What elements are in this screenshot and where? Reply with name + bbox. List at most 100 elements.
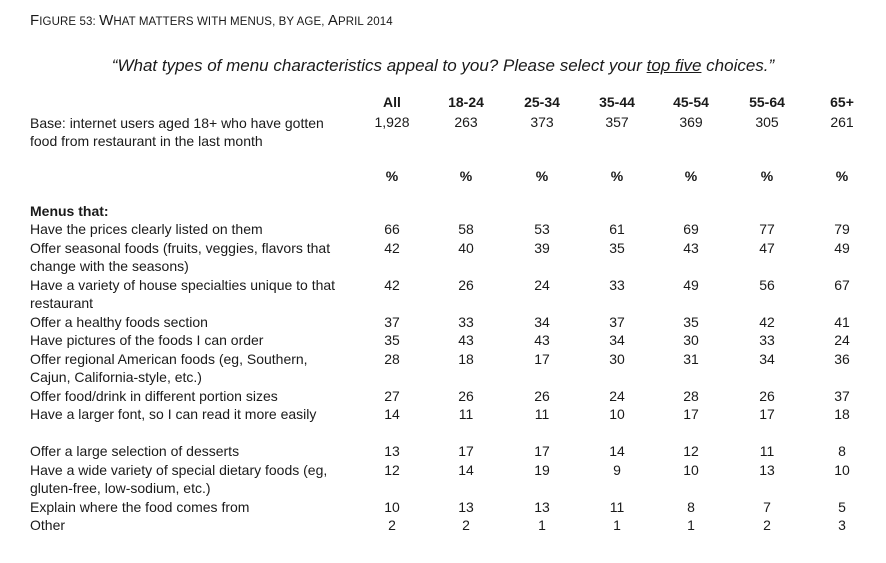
- data-value: 42: [759, 313, 775, 330]
- survey-question: “What types of menu characteristics appe…: [111, 56, 775, 75]
- base-count: 369: [679, 114, 703, 130]
- data-value: 8: [687, 498, 695, 515]
- data-value: 37: [834, 387, 850, 404]
- table-row: Have the prices clearly listed on them 66…: [30, 220, 860, 239]
- column-header: 25-34: [524, 94, 560, 110]
- data-value: 17: [534, 350, 550, 367]
- data-value: 31: [683, 350, 699, 367]
- row-label: Offer food/drink in different portion si…: [30, 387, 278, 404]
- data-value: 2: [388, 517, 396, 533]
- row-label: Have a larger font, so I can read it mor…: [30, 406, 317, 422]
- unit-label: %: [535, 168, 549, 184]
- base-count: 373: [530, 114, 554, 130]
- data-value: 11: [534, 406, 550, 422]
- data-value: 33: [458, 313, 474, 330]
- data-value: 40: [458, 239, 474, 256]
- row-label: Have a wide variety of special dietary f…: [30, 461, 328, 496]
- row-label: Offer regional American foods (eg, South…: [30, 350, 308, 385]
- data-value: 27: [384, 387, 400, 404]
- data-value: 13: [534, 498, 550, 515]
- column-header: 35-44: [599, 94, 635, 110]
- table-row: Offer food/drink in different portion si…: [30, 387, 860, 406]
- data-value: 53: [534, 221, 550, 237]
- data-value: 26: [458, 276, 474, 293]
- data-value: 34: [534, 313, 550, 330]
- section-label: Menus that:: [30, 203, 109, 219]
- data-value: 28: [683, 387, 699, 404]
- table-row: Have a variety of house specialties uniq…: [30, 276, 860, 313]
- data-table: All 18-24 25-34 35-44 45-54 55-64 65+ Base: in…: [30, 94, 860, 535]
- unit-label: %: [385, 168, 399, 184]
- data-value: 14: [384, 406, 400, 422]
- data-value: 13: [384, 443, 400, 459]
- table-row: Offer regional American foods (eg, South…: [30, 350, 860, 387]
- data-value: 67: [834, 276, 850, 293]
- data-value: 1: [538, 517, 546, 533]
- unit-row: %%%%%%%: [30, 168, 860, 202]
- row-label: Have the prices clearly listed on them: [30, 221, 263, 237]
- data-value: 33: [609, 276, 625, 293]
- data-value: 35: [609, 239, 625, 256]
- row-label: Have pictures of the foods I can order: [30, 332, 264, 348]
- row-label: Other: [30, 517, 66, 533]
- row-label: Explain where the food comes from: [30, 498, 250, 515]
- data-value: 17: [683, 406, 699, 422]
- data-value: 66: [384, 221, 400, 237]
- data-value: 77: [759, 221, 775, 237]
- data-value: 1: [687, 517, 695, 533]
- data-value: 14: [458, 461, 474, 478]
- data-value: 41: [834, 313, 850, 330]
- figure-title: FIGURE 53: WHAT MATTERS WITH MENUS, BY A…: [30, 12, 393, 29]
- unit-label: %: [459, 168, 473, 184]
- data-value: 10: [683, 461, 699, 478]
- question-emphasis: top five: [646, 56, 702, 75]
- table-body: Have the prices clearly listed on them 66…: [30, 220, 860, 535]
- data-value: 42: [384, 239, 400, 256]
- data-value: 18: [458, 350, 474, 367]
- data-value: 61: [609, 221, 625, 237]
- data-value: 12: [683, 443, 699, 459]
- column-header-row: All 18-24 25-34 35-44 45-54 55-64 65+: [30, 94, 860, 114]
- data-value: 11: [759, 443, 775, 459]
- data-value: 8: [838, 443, 846, 459]
- table-row: Have a larger font, so I can read it mor…: [30, 405, 860, 442]
- data-value: 43: [683, 239, 699, 256]
- data-value: 26: [759, 387, 775, 404]
- table-row: Other 2 2 1 1 1 2 3: [30, 516, 860, 535]
- data-value: 34: [759, 350, 775, 367]
- data-value: 11: [609, 498, 625, 515]
- data-value: 30: [683, 332, 699, 348]
- base-label: Base: internet users aged 18+ who have g…: [30, 115, 324, 149]
- table-row: Offer a large selection of desserts 13 17 1…: [30, 442, 860, 461]
- data-value: 3: [838, 517, 846, 533]
- base-row: Base: internet users aged 18+ who have g…: [30, 114, 860, 168]
- data-value: 13: [458, 498, 474, 515]
- data-value: 14: [609, 443, 625, 459]
- base-count: 263: [454, 114, 478, 130]
- row-label: Offer a large selection of desserts: [30, 443, 240, 459]
- data-value: 49: [683, 276, 699, 293]
- base-count: 357: [605, 114, 629, 130]
- data-value: 37: [384, 313, 400, 330]
- data-value: 43: [534, 332, 550, 348]
- data-value: 19: [534, 461, 550, 478]
- column-header: 55-64: [749, 94, 785, 110]
- base-count: 1,928: [374, 114, 410, 130]
- data-value: 2: [763, 517, 771, 533]
- data-value: 24: [834, 332, 850, 348]
- data-value: 2: [462, 517, 470, 533]
- data-value: 30: [609, 350, 625, 367]
- data-value: 49: [834, 239, 850, 256]
- table-row: Explain where the food comes from 10 13 13 1…: [30, 498, 860, 517]
- data-value: 10: [609, 406, 625, 422]
- unit-label: %: [835, 168, 849, 184]
- data-value: 39: [534, 239, 550, 256]
- table-row: Offer seasonal foods (fruits, veggies, f…: [30, 239, 860, 276]
- data-value: 69: [683, 221, 699, 237]
- data-value: 13: [759, 461, 775, 478]
- data-value: 36: [834, 350, 850, 367]
- table-row: Offer a healthy foods section 37 33 34 37 35 4…: [30, 313, 860, 332]
- data-value: 10: [834, 461, 850, 478]
- data-value: 79: [834, 221, 850, 237]
- column-header: 45-54: [673, 94, 709, 110]
